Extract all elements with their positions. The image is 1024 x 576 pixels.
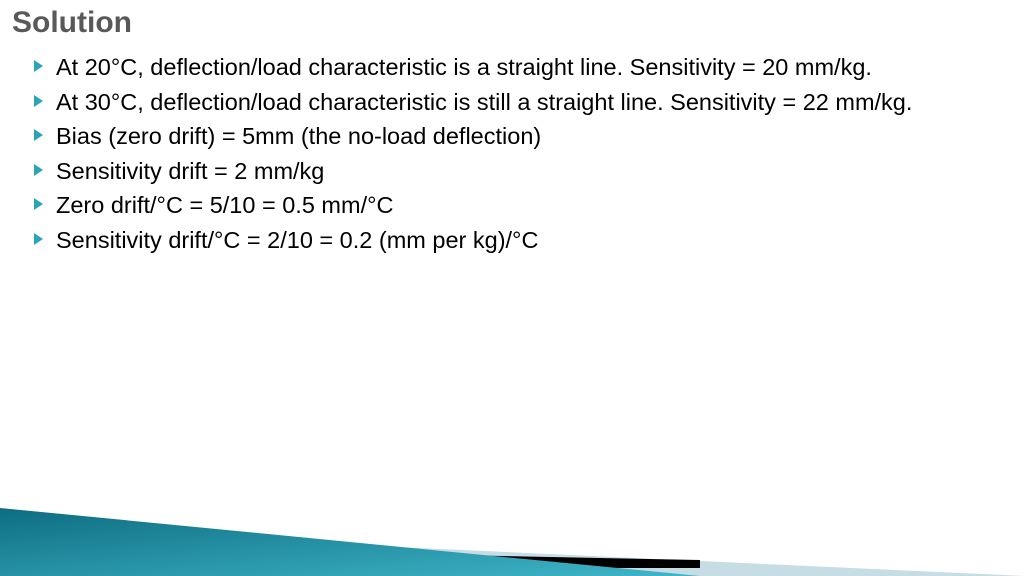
- slide-title: Solution: [12, 6, 132, 40]
- bullet-text: Sensitivity drift/°C = 2/10 = 0.2 (mm pe…: [56, 227, 538, 253]
- bullet-text: At 30°C, deflection/load characteristic …: [56, 89, 912, 115]
- bullet-text: Bias (zero drift) = 5mm (the no-load def…: [56, 123, 541, 149]
- bullet-marker-icon: [34, 233, 43, 245]
- decorative-footer-graphic: [0, 446, 1024, 576]
- bullet-marker-icon: [34, 60, 43, 72]
- bullet-marker-icon: [34, 164, 43, 176]
- bullet-item: At 30°C, deflection/load characteristic …: [34, 87, 996, 118]
- bullet-item: At 20°C, deflection/load characteristic …: [34, 52, 996, 83]
- deco-polygon: [0, 552, 650, 568]
- deco-polygon: [0, 536, 1024, 576]
- bullet-marker-icon: [34, 95, 43, 107]
- deco-polygon: [0, 508, 700, 576]
- bullet-item: Zero drift/°C = 5/10 = 0.5 mm/°C: [34, 190, 996, 221]
- bullet-marker-icon: [34, 198, 43, 210]
- deco-polygon: [0, 546, 700, 568]
- bullet-item: Sensitivity drift/°C = 2/10 = 0.2 (mm pe…: [34, 225, 996, 256]
- deco-layers: [0, 508, 1024, 576]
- bullet-marker-icon: [34, 129, 43, 141]
- bullet-text: Sensitivity drift = 2 mm/kg: [56, 158, 324, 184]
- slide: Solution At 20°C, deflection/load charac…: [0, 0, 1024, 576]
- bullet-item: Sensitivity drift = 2 mm/kg: [34, 156, 996, 187]
- bullet-text: Zero drift/°C = 5/10 = 0.5 mm/°C: [56, 192, 393, 218]
- bullet-item: Bias (zero drift) = 5mm (the no-load def…: [34, 121, 996, 152]
- bullet-list: At 20°C, deflection/load characteristic …: [34, 52, 996, 259]
- bullet-text: At 20°C, deflection/load characteristic …: [56, 54, 872, 80]
